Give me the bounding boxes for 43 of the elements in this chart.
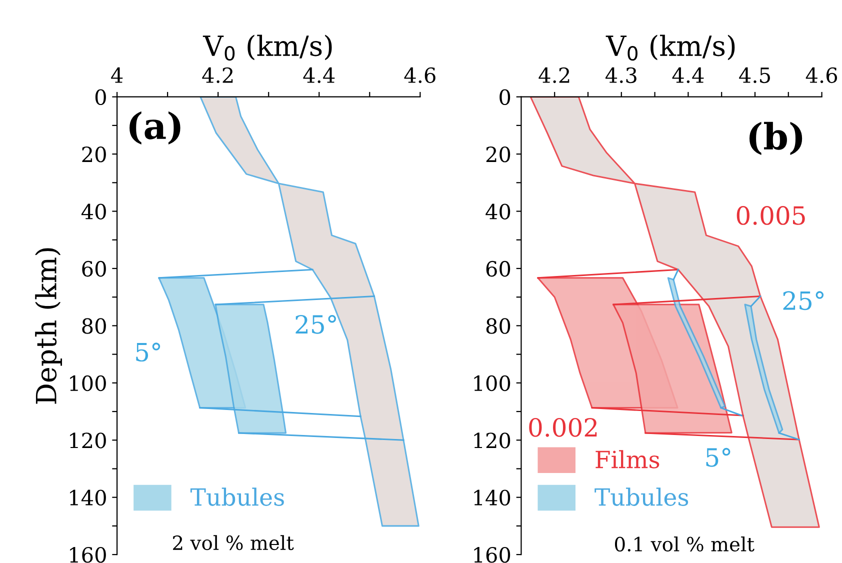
y-tick-label: 0	[500, 89, 510, 106]
annotation: 25°	[296, 314, 336, 334]
annotation: (b)	[749, 122, 802, 155]
y-tick-label: 140	[70, 490, 106, 506]
x-tick-label: 4.4	[672, 67, 704, 84]
y-tick-label: 80	[82, 318, 106, 334]
annotation: 25°	[783, 291, 824, 310]
x-tick-label: 4.2	[202, 67, 233, 84]
x-axis-title: V$_{0}$ (km/s)	[202, 34, 332, 61]
y-tick-label: 60	[486, 260, 510, 277]
y-tick-label: 60	[82, 260, 106, 277]
x-tick-label: 4.6	[806, 67, 838, 84]
x-tick-label: 4.3	[605, 67, 636, 84]
annotation: 5°	[706, 448, 730, 467]
x-tick-label: 4.2	[538, 67, 570, 84]
legend-label: Tubules	[594, 488, 688, 506]
y-tick-label: 100	[474, 375, 510, 392]
annotation: 0.005	[736, 206, 805, 225]
annotation: (a)	[130, 111, 180, 144]
x-tick-label: 4.6	[404, 67, 436, 84]
legend-label: Films	[596, 450, 660, 468]
legend-label: Tubules	[190, 488, 284, 506]
y-axis-title: Depth (km)	[35, 248, 62, 404]
y-tick-label: 160	[474, 547, 510, 563]
y-tick-label: 160	[70, 547, 106, 563]
x-tick-label: 4.5	[739, 67, 770, 84]
annotation: 2 vol % melt	[173, 535, 294, 550]
y-tick-label: 20	[82, 146, 106, 162]
y-tick-label: 140	[474, 490, 510, 506]
x-tick-label: 4	[111, 67, 123, 83]
annotation: 0.002	[529, 418, 597, 437]
y-tick-label: 80	[486, 318, 510, 334]
y-tick-label: 40	[486, 204, 510, 220]
annotation: 5°	[136, 342, 160, 362]
y-tick-label: 120	[474, 432, 510, 448]
y-tick-label: 20	[486, 146, 510, 162]
y-tick-label: 120	[70, 432, 106, 448]
y-tick-label: 40	[81, 204, 106, 220]
x-tick-label: 4.4	[303, 67, 335, 84]
annotation: 0.1 vol % melt	[614, 536, 754, 552]
y-tick-label: 100	[70, 375, 106, 392]
y-tick-label: 0	[95, 89, 106, 106]
x-axis-title: V$_{0}$ (km/s)	[606, 34, 735, 61]
